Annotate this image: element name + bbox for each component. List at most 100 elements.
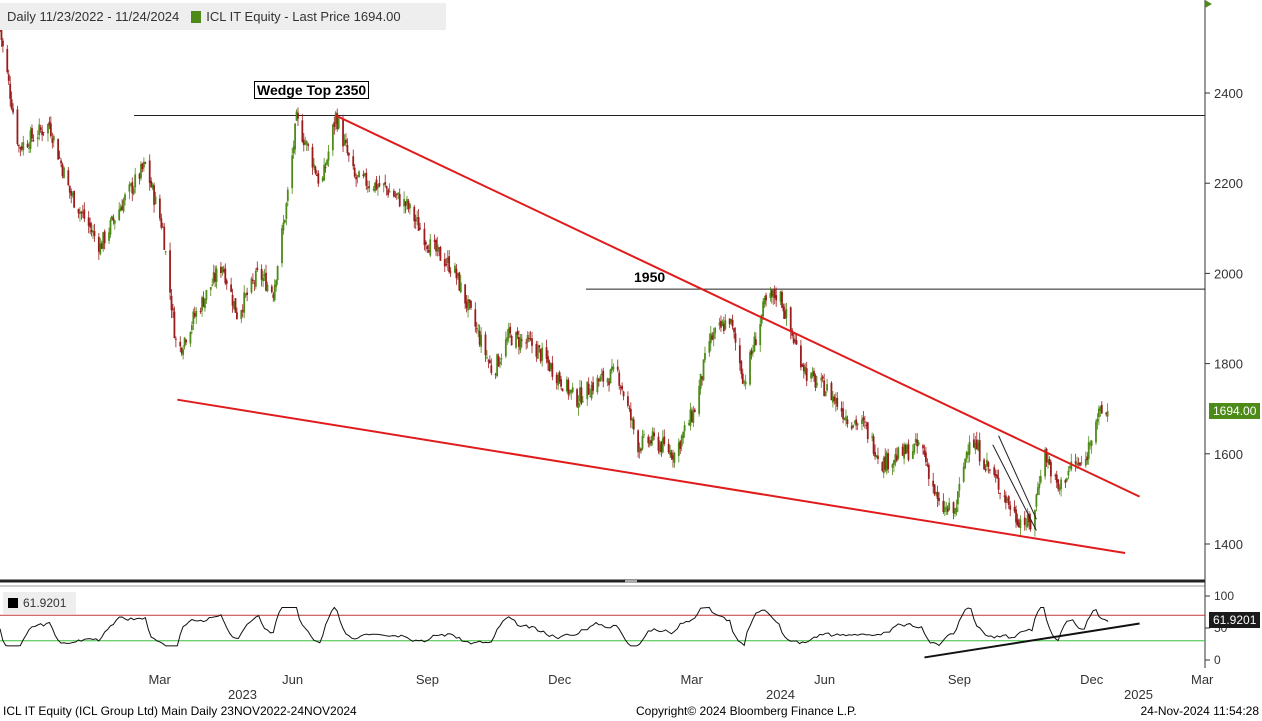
candle-body (374, 182, 376, 192)
candle-body (701, 376, 703, 380)
candle-body (906, 444, 908, 453)
candle-body (904, 445, 907, 455)
candle-body (698, 386, 701, 414)
candle-body (443, 259, 446, 267)
x-month-label: Jun (282, 672, 303, 687)
candle-body (894, 454, 897, 464)
x-month-label: Sep (416, 672, 439, 687)
candle-body (80, 211, 83, 213)
candle-body (660, 441, 663, 453)
candle-body (129, 183, 132, 186)
candle-body (497, 356, 500, 367)
candle-body (586, 381, 589, 400)
candle-body (333, 121, 336, 127)
candle-body (326, 160, 328, 165)
candle-body (557, 374, 560, 386)
footer-timestamp: 24-Nov-2024 11:54:28 (1140, 704, 1259, 718)
candle-body (1084, 459, 1087, 466)
candle-body (933, 484, 936, 495)
candle-body (823, 380, 826, 397)
candle-body (286, 189, 289, 201)
candle-body (31, 128, 33, 139)
candle-body (158, 198, 161, 219)
candle-body (702, 359, 705, 381)
candle-body (1096, 418, 1099, 422)
candle-body (486, 357, 488, 359)
candle-body (526, 334, 529, 343)
candle-body (281, 228, 283, 264)
candle-body (861, 419, 863, 424)
candle-body (946, 508, 949, 512)
candle-body (821, 376, 824, 379)
panel-resize-handle[interactable] (625, 580, 637, 583)
candle-body (580, 387, 583, 404)
candle-body (10, 99, 13, 109)
candle-body (772, 290, 775, 298)
rsi-divergence-line (924, 622, 1140, 659)
candle-body (118, 209, 121, 221)
candle-body (712, 332, 715, 340)
candle-body (195, 311, 198, 317)
candle-body (551, 362, 554, 377)
candle-body (170, 295, 173, 311)
candle-body (345, 139, 347, 144)
candle-body (531, 338, 533, 346)
candle-body (1057, 479, 1060, 490)
candle-body (122, 200, 125, 212)
candle-body (199, 311, 202, 313)
candle-body (1045, 448, 1048, 463)
candle-body (916, 439, 919, 447)
candle-body (132, 188, 135, 195)
candle-body (266, 284, 269, 292)
candle-body (903, 444, 906, 459)
x-month-label: Mar (1191, 672, 1214, 687)
candle-body (273, 284, 276, 301)
candle-body (9, 83, 12, 99)
candle-body (882, 457, 885, 474)
candle-body (474, 309, 477, 327)
rsi-line (0, 606, 1109, 647)
candle-body (68, 185, 71, 193)
candle-body (409, 203, 411, 209)
candle-body (600, 373, 603, 376)
candle-body (337, 118, 340, 129)
candle-body (932, 480, 935, 487)
candle-body (925, 452, 927, 463)
candle-body (478, 331, 481, 345)
candle-body (358, 171, 360, 178)
price-candles (0, 28, 1109, 537)
candle-body (304, 142, 307, 145)
candle-body (831, 395, 834, 403)
candle-body (548, 361, 551, 372)
candle-body (388, 191, 391, 193)
candle-body (382, 183, 385, 186)
candle-body (79, 211, 81, 215)
candle-body (993, 467, 996, 475)
candle-body (347, 152, 350, 156)
candle-body (820, 377, 823, 381)
candle-body (138, 173, 141, 179)
candle-body (958, 483, 961, 491)
candle-body (1077, 463, 1080, 465)
candle-body (749, 352, 751, 385)
candle-body (763, 297, 766, 305)
candle-body (256, 267, 259, 271)
candle-body (205, 290, 208, 300)
candle-body (29, 130, 32, 149)
candle-body (621, 385, 624, 390)
candle-body (100, 243, 103, 249)
candle-body (619, 387, 622, 389)
candle-body (459, 282, 462, 293)
candle-body (250, 278, 253, 293)
candle-body (1044, 449, 1047, 477)
candle-body (301, 120, 304, 142)
candle-body (313, 164, 315, 168)
candle-body (1036, 487, 1039, 496)
candle-body (108, 232, 110, 241)
candle-body (570, 389, 573, 393)
candle-body (842, 408, 844, 419)
candle-body (641, 436, 644, 450)
y-tick-label: 1600 (1214, 447, 1243, 462)
candle-body (805, 368, 808, 381)
candle-body (618, 372, 621, 386)
